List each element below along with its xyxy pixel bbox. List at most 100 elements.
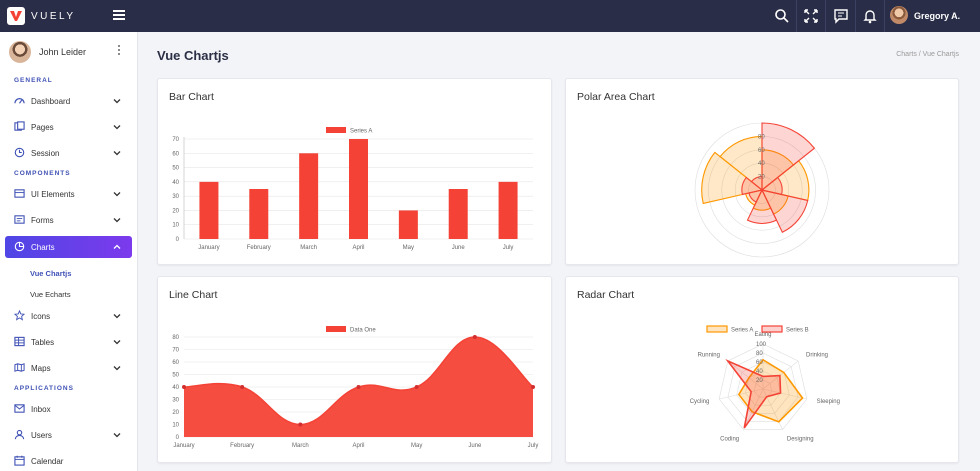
bar-chart-card: Bar Chart 0 10 20 30 40 50 60 70 January February… xyxy=(157,78,552,265)
radar-series xyxy=(737,358,804,423)
sidebar-item-tables[interactable]: Tables xyxy=(0,331,138,353)
sidebar: John Leider GENERAL Dashboard Pages Sess… xyxy=(0,32,138,471)
polar-area-chart: 20 40 60 80 xyxy=(694,122,830,258)
menu-toggle-icon[interactable] xyxy=(113,10,125,22)
radar-grid xyxy=(727,352,799,422)
legend-label: Series A xyxy=(350,129,372,135)
card-title: Bar Chart xyxy=(169,91,214,103)
chevron-down-icon xyxy=(113,218,121,223)
r-tick-label: 20 xyxy=(756,378,763,384)
y-tick-label: 30 xyxy=(172,398,179,404)
x-tick-label: July xyxy=(503,245,514,251)
avatar[interactable] xyxy=(9,41,31,63)
line-chart: 0 10 20 30 40 50 60 70 80 January February March Apr… xyxy=(172,326,538,449)
sidebar-item-session[interactable]: Session xyxy=(0,142,138,164)
card-title: Polar Area Chart xyxy=(577,91,655,103)
tables-icon xyxy=(14,336,25,347)
dashboard-icon xyxy=(14,98,25,104)
sidebar-item-pages[interactable]: Pages xyxy=(0,116,138,138)
radar-series xyxy=(725,358,782,429)
chat-icon[interactable] xyxy=(833,8,849,24)
section-components: COMPONENTS xyxy=(14,170,71,177)
legend-swatch xyxy=(326,127,346,133)
y-tick-label: 10 xyxy=(172,423,179,429)
section-general: GENERAL xyxy=(14,77,53,84)
radar-chart: Eating Drinking Sleeping Designing Coding Cyc… xyxy=(690,325,840,443)
card-title: Line Chart xyxy=(169,289,218,301)
sidebar-item-label: Users xyxy=(31,431,52,440)
bar xyxy=(199,181,219,239)
y-tick-label: 50 xyxy=(172,166,179,172)
radar-axis-label: Coding xyxy=(720,437,739,443)
radar-axis-label: Sleeping xyxy=(817,399,840,405)
x-tick-label: June xyxy=(452,245,466,251)
sidebar-item-maps[interactable]: Maps xyxy=(0,357,138,379)
radar-spoke xyxy=(743,388,764,430)
y-tick-label: 40 xyxy=(172,385,179,391)
top-separator xyxy=(796,0,797,32)
sidebar-item-label: Pages xyxy=(31,123,54,132)
sidebar-item-forms[interactable]: Forms xyxy=(0,209,138,231)
polar-segment xyxy=(746,188,778,224)
bar xyxy=(448,189,468,239)
polar-segment xyxy=(750,176,763,192)
radar-axis-label: Drinking xyxy=(806,353,828,359)
top-user-name[interactable]: Gregory A. xyxy=(914,11,961,21)
sidebar-item-users[interactable]: Users xyxy=(0,424,138,446)
top-user-avatar[interactable] xyxy=(890,6,908,24)
charts-icon xyxy=(14,241,25,252)
bell-icon[interactable] xyxy=(862,8,878,24)
search-icon[interactable] xyxy=(774,8,790,24)
radar-axis-label: Running xyxy=(698,353,720,359)
more-options-icon[interactable] xyxy=(117,45,121,57)
legend-label: Data One xyxy=(350,328,376,334)
polar-segment xyxy=(761,122,816,192)
card-title: Radar Chart xyxy=(577,289,635,301)
bar-chart: 0 10 20 30 40 50 60 70 January February March April… xyxy=(172,127,533,251)
r-tick-label: 40 xyxy=(756,369,763,375)
r-tick-label: 20 xyxy=(758,175,765,181)
sidebar-subitem-vue-echarts[interactable]: Vue Echarts xyxy=(30,290,71,299)
chevron-down-icon xyxy=(113,433,121,438)
chevron-down-icon xyxy=(113,314,121,319)
data-point xyxy=(240,385,245,389)
sidebar-item-calendar[interactable]: Calendar xyxy=(0,450,138,471)
data-point xyxy=(531,385,535,389)
x-tick-label: March xyxy=(300,245,317,251)
chevron-down-icon xyxy=(113,151,121,156)
radar-grid xyxy=(753,379,773,398)
data-point xyxy=(414,385,419,389)
radar-spoke xyxy=(727,360,764,390)
sidebar-item-inbox[interactable]: Inbox xyxy=(0,398,138,420)
r-tick-label: 80 xyxy=(756,351,763,357)
x-tick-label: February xyxy=(230,443,254,449)
sidebar-item-label: Inbox xyxy=(31,405,51,414)
r-tick-label: 40 xyxy=(758,161,765,167)
y-tick-label: 10 xyxy=(172,223,179,229)
sidebar-item-label: Icons xyxy=(31,312,51,321)
breadcrumb[interactable]: Charts / Vue Chartjs xyxy=(896,51,959,58)
x-tick-label: January xyxy=(173,443,194,449)
chevron-up-icon xyxy=(113,244,121,249)
radar-grid xyxy=(718,343,808,430)
vuely-logo-icon[interactable] xyxy=(7,7,25,25)
maps-icon xyxy=(14,363,25,372)
sidebar-item-label: Tables xyxy=(31,338,55,347)
page-title: Vue Chartjs xyxy=(157,48,229,63)
sidebar-item-charts[interactable]: Charts xyxy=(5,236,132,258)
sidebar-item-ui-elements[interactable]: UI Elements xyxy=(0,183,138,205)
y-tick-label: 20 xyxy=(172,410,179,416)
fullscreen-icon[interactable] xyxy=(803,8,819,24)
chevron-down-icon xyxy=(113,99,121,104)
x-tick-label: May xyxy=(403,245,414,251)
radar-spoke xyxy=(719,388,764,400)
sidebar-subitem-vue-chartjs[interactable]: Vue Chartjs xyxy=(30,269,72,278)
line-chart-card: Line Chart 0 10 20 30 40 50 60 70 80 January Febru… xyxy=(157,276,552,463)
bar xyxy=(249,189,269,239)
sidebar-item-dashboard[interactable]: Dashboard xyxy=(0,90,138,112)
sidebar-item-icons[interactable]: Icons xyxy=(0,305,138,327)
sidebar-item-label: Calendar xyxy=(31,457,64,466)
radar-axis-label: Cycling xyxy=(690,399,710,405)
sidebar-item-label: UI Elements xyxy=(31,190,75,199)
section-applications: APPLICATIONS xyxy=(14,385,74,392)
